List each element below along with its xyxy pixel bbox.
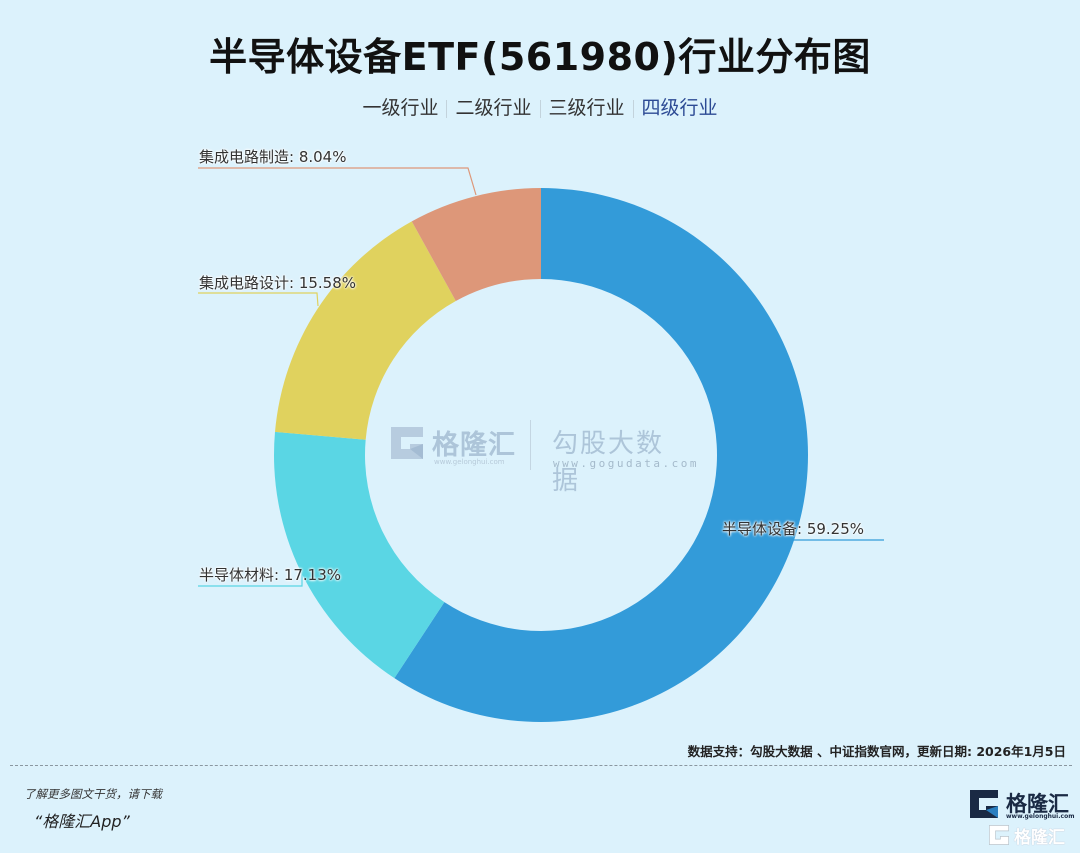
gelonghui-logo: 格隆汇 www.gelonghui.com 格隆汇 xyxy=(968,788,1078,850)
tab-separator xyxy=(539,99,541,118)
gelonghui-g-small-icon xyxy=(989,825,1009,845)
label-semi-equipment: 半导体设备: 59.25% xyxy=(722,520,865,538)
logo-brand-url: www.gelonghui.com xyxy=(1006,813,1075,820)
slice-ic-manufacturing xyxy=(411,188,541,301)
logo-brand-name-small: 格隆汇 xyxy=(1014,828,1065,848)
page-title: 半导体设备ETF(561980)行业分布图 xyxy=(209,35,871,79)
label-ic-manufacturing: 集成电路制造: 8.04% xyxy=(199,148,347,166)
slice-semi-materials xyxy=(274,431,445,679)
watermark-brand2-url: www.gogudata.com xyxy=(553,457,699,470)
label-semi-materials: 半导体材料: 17.13% xyxy=(199,566,342,584)
tab-level-1[interactable]: 一级行业 xyxy=(362,97,439,119)
label-ic-design: 集成电路设计: 15.58% xyxy=(199,274,357,292)
leader-line-ic-manufacturing xyxy=(198,167,477,196)
watermark: 格隆汇 www.gelonghui.com 勾股大数据 www.gogudata… xyxy=(388,420,696,496)
promo-app-name: “格隆汇App” xyxy=(34,812,130,831)
slice-semi-equipment xyxy=(394,188,809,723)
tab-separator xyxy=(446,99,448,118)
watermark-brand1: 格隆汇 xyxy=(432,430,516,461)
tab-level-4[interactable]: 四级行业 xyxy=(641,97,718,119)
gelonghui-logo-icon xyxy=(391,427,423,459)
logo-brand-name: 格隆汇 xyxy=(1006,792,1069,816)
tab-level-3[interactable]: 三级行业 xyxy=(548,97,625,119)
watermark-brand2: 勾股大数据 xyxy=(552,429,665,496)
leader-line-ic-design xyxy=(198,292,319,307)
watermark-brand1-url: www.gelonghui.com xyxy=(434,458,505,466)
tab-level-2[interactable]: 二级行业 xyxy=(455,97,532,119)
slice-ic-design xyxy=(275,221,456,440)
data-source-note: 数据支持：勾股大数据 、中证指数官网，更新日期: 2026年1月5日 xyxy=(687,744,1066,759)
tab-separator xyxy=(632,99,634,118)
industry-level-tabs: 一级行业 二级行业 三级行业 四级行业 xyxy=(0,93,1080,120)
gelonghui-g-icon xyxy=(970,790,998,818)
leader-line-semi-materials xyxy=(198,572,303,587)
promo-text: 了解更多图文干货，请下载 xyxy=(24,787,162,801)
watermark-divider xyxy=(530,420,531,470)
dashed-divider xyxy=(10,765,1072,766)
donut-slices xyxy=(274,188,809,723)
